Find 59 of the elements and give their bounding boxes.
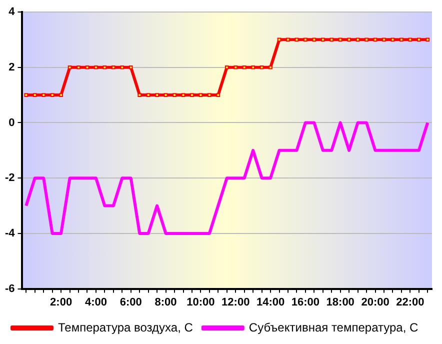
point	[251, 65, 255, 70]
point	[208, 93, 212, 97]
point	[120, 65, 124, 70]
point	[400, 38, 404, 42]
point	[260, 65, 264, 70]
point	[32, 93, 37, 97]
point	[172, 93, 176, 97]
point	[242, 65, 246, 70]
point	[286, 38, 290, 42]
point	[68, 65, 72, 70]
point	[155, 93, 159, 97]
y-tick-label: 0	[8, 116, 15, 129]
point	[164, 93, 168, 97]
point	[24, 93, 28, 97]
x-tick-label: 16:00	[291, 296, 320, 308]
point	[234, 65, 238, 70]
y-tick-label: 2	[8, 61, 15, 74]
point	[416, 38, 421, 42]
y-tick-label: -2	[5, 172, 15, 184]
x-tick-label: 10:00	[186, 296, 215, 308]
x-tick-label: 20:00	[361, 296, 390, 308]
legend-label: Субъективная температура, С	[248, 320, 418, 334]
point	[330, 38, 334, 42]
legend-label: Температура воздуха, С	[58, 320, 194, 334]
y-tick-label: -6	[5, 282, 15, 295]
y-tick-label: 4	[8, 6, 16, 18]
point	[198, 93, 203, 97]
point	[181, 93, 186, 97]
point	[224, 65, 229, 70]
x-tick-label: 8:00	[154, 296, 177, 308]
point	[426, 38, 430, 42]
x-tick-label: 22:00	[396, 296, 424, 308]
point	[76, 65, 80, 70]
point	[190, 93, 194, 97]
x-tick-label: 14:00	[256, 296, 285, 308]
point	[320, 38, 325, 42]
x-tick-label: 12:00	[222, 296, 250, 308]
point	[59, 93, 63, 97]
point	[364, 38, 368, 42]
point	[128, 65, 133, 70]
point	[304, 38, 308, 42]
y-tick-label: -4	[5, 227, 16, 240]
point	[42, 93, 46, 97]
point	[138, 93, 142, 97]
point	[382, 38, 386, 42]
x-tick-label: 4:00	[84, 296, 107, 308]
x-tick-label: 2:00	[50, 296, 72, 308]
point	[216, 93, 220, 97]
point	[146, 93, 150, 97]
point	[338, 38, 342, 42]
x-tick-label: 6:00	[120, 296, 142, 308]
point	[347, 38, 351, 42]
point	[102, 65, 107, 70]
point	[50, 93, 54, 97]
x-tick-label: 18:00	[326, 296, 354, 308]
point	[85, 65, 90, 70]
point	[268, 65, 272, 70]
point	[94, 65, 98, 70]
point	[112, 65, 116, 70]
